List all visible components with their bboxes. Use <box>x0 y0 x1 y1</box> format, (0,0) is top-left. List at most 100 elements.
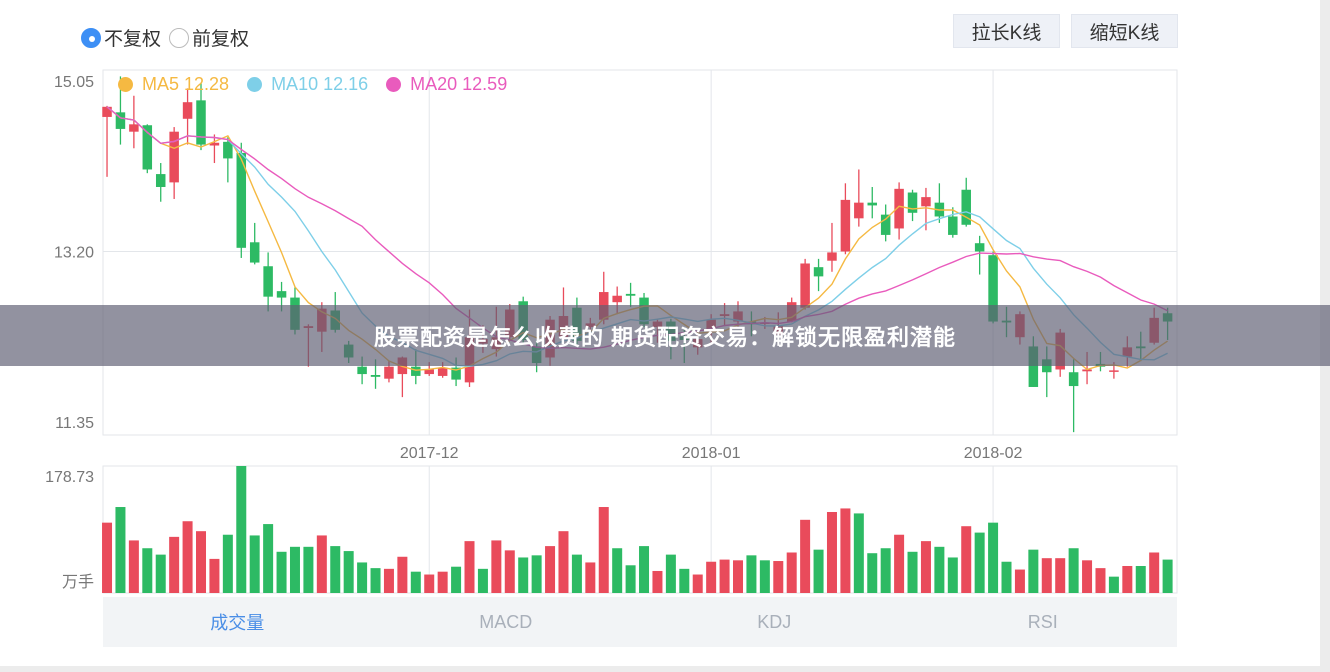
volume-bar <box>786 552 797 593</box>
volume-bar <box>974 532 985 593</box>
volume-bar <box>867 553 878 593</box>
volume-bar <box>196 531 207 593</box>
tab-kdj[interactable]: KDJ <box>757 611 792 632</box>
volume-bar <box>907 551 918 593</box>
tab-macd[interactable]: MACD <box>479 611 533 632</box>
volume-bar <box>115 507 126 593</box>
candle-body <box>276 291 287 298</box>
volume-bar <box>625 565 636 593</box>
candle-body <box>961 189 971 225</box>
volume-bar <box>813 549 824 593</box>
candle-body <box>129 124 139 132</box>
volume-bar <box>357 562 368 593</box>
volume-bar <box>531 555 542 593</box>
volume-bar <box>504 550 515 593</box>
x-tick-label: 2018-02 <box>964 445 1023 462</box>
volume-bar <box>464 541 475 593</box>
volume-bar <box>759 560 770 593</box>
volume-bar <box>1041 558 1052 593</box>
volume-bar <box>1122 565 1133 593</box>
volume-bar <box>692 574 703 593</box>
volume-bar <box>706 561 717 593</box>
legend-label: MA20 12.59 <box>410 74 508 94</box>
volume-bar <box>826 511 837 593</box>
ma20-dot-icon <box>386 77 402 92</box>
candle-body <box>894 188 904 229</box>
volume-bar <box>155 554 166 593</box>
candle-body <box>800 263 810 308</box>
candle-body <box>142 125 153 170</box>
legend-label: MA10 12.16 <box>271 74 369 94</box>
volume-bar <box>571 554 582 593</box>
lengthen-kline-button[interactable]: 拉长K线 <box>953 14 1060 48</box>
volume-bar <box>263 524 274 593</box>
candle <box>974 235 985 275</box>
candle <box>880 204 891 242</box>
volume-bar <box>410 571 421 593</box>
candle <box>867 186 878 219</box>
volume-bar <box>853 513 864 593</box>
volume-bar <box>182 521 193 593</box>
candle-body <box>451 367 461 380</box>
volume-bar <box>773 561 784 593</box>
volume-bar <box>102 522 113 593</box>
volume-bar <box>397 556 408 593</box>
candle-body <box>236 152 247 248</box>
tab-volume[interactable]: 成交量 <box>210 613 265 633</box>
tab-rsi[interactable]: RSI <box>1027 611 1058 632</box>
legend-ma20: MA20 12.59 <box>386 74 507 95</box>
candle-body <box>249 242 260 263</box>
volume-bar <box>518 557 529 593</box>
ma10-dot-icon <box>247 77 263 92</box>
volume-bar <box>343 551 354 593</box>
candle <box>249 222 260 265</box>
radio-no-adjust[interactable]: 不复权 <box>81 24 161 51</box>
candle-body <box>169 131 179 183</box>
candle <box>894 182 904 240</box>
ma5-dot-icon <box>118 77 133 92</box>
candle-body <box>182 102 193 119</box>
volume-bar <box>383 568 394 593</box>
candle-body <box>424 369 434 375</box>
ma-legend: MA5 12.28 MA10 12.16 MA20 12.59 <box>118 74 525 95</box>
volume-bar <box>451 566 462 593</box>
volume-bar <box>840 508 851 593</box>
volume-bar <box>719 559 730 593</box>
volume-bar <box>1068 548 1079 593</box>
indicator-tabs: 成交量 MACD KDJ RSI <box>103 597 1177 647</box>
volume-bar <box>1014 569 1025 593</box>
volume-bar <box>585 562 596 593</box>
volume-bar <box>1082 560 1093 593</box>
candle <box>1068 359 1079 433</box>
candle-body <box>115 112 126 129</box>
legend-label: MA5 12.28 <box>142 74 230 94</box>
candle-body <box>209 142 220 146</box>
volume-bar <box>880 548 891 593</box>
candle-body <box>384 366 394 379</box>
radio-selected-icon <box>81 27 101 48</box>
volume-max-label: 178.73 <box>45 469 94 486</box>
volume-bar <box>1095 568 1106 593</box>
bottom-edge <box>0 666 1330 672</box>
candle-body <box>907 192 918 213</box>
candle-body <box>411 366 421 376</box>
candle <box>102 105 112 177</box>
candle <box>155 163 166 202</box>
candle-body <box>827 252 837 261</box>
candle <box>236 142 247 258</box>
radio-forward-adjust[interactable]: 前复权 <box>169 24 249 51</box>
candle-body <box>357 366 367 375</box>
candle-body <box>854 202 864 219</box>
shorten-kline-button[interactable]: 缩短K线 <box>1071 14 1178 48</box>
candle <box>827 222 837 272</box>
price-adjust-radio-group: 不复权 前复权 <box>81 24 257 51</box>
volume-bar <box>920 541 931 593</box>
volume-bar <box>1108 576 1119 593</box>
volume-bar <box>222 534 233 593</box>
volume-bar <box>209 558 220 593</box>
volume-bar <box>491 540 502 593</box>
price-plot-frame <box>102 69 1178 436</box>
candle-body <box>867 202 878 206</box>
volume-bar <box>639 546 650 593</box>
volume-bar <box>370 568 381 593</box>
